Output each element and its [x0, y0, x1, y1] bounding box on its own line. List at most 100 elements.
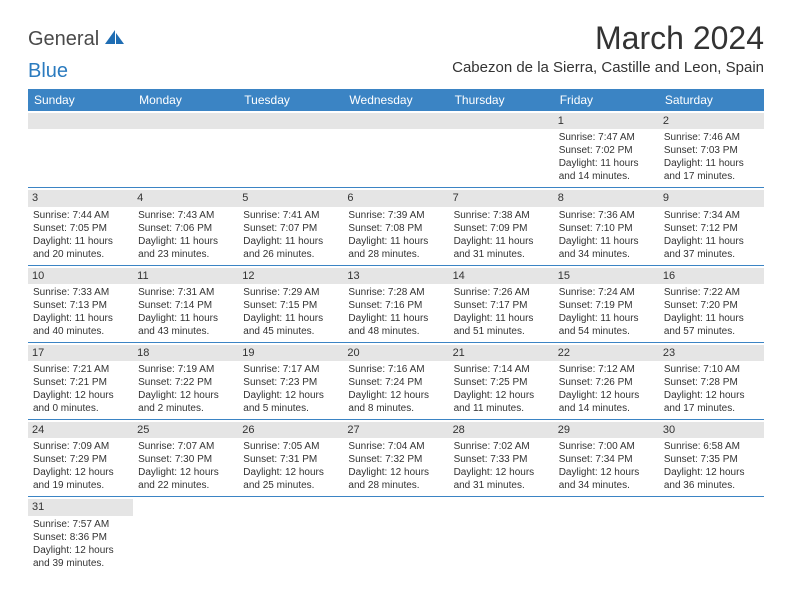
- day-info-line: Sunset: 7:32 PM: [348, 453, 443, 466]
- calendar-day-cell: 14Sunrise: 7:26 AMSunset: 7:17 PMDayligh…: [449, 265, 554, 342]
- calendar-day-cell: 18 Sunrise: 7:19 AMSunset: 7:22 PMDayligh…: [133, 342, 238, 419]
- day-info-line: Sunset: 7:02 PM: [559, 144, 654, 157]
- day-number: 16: [659, 268, 764, 284]
- day-number: 13: [343, 268, 448, 284]
- day-info-line: Sunrise: 7:00 AM: [559, 440, 654, 453]
- calendar-day-cell: 27Sunrise: 7:04 AMSunset: 7:32 PMDayligh…: [343, 420, 448, 497]
- day-number: 8: [554, 190, 659, 206]
- day-info-line: and 17 minutes.: [664, 170, 759, 183]
- day-info-line: Sunset: 7:21 PM: [33, 376, 128, 389]
- day-info-line: Sunrise: 7:14 AM: [454, 363, 549, 376]
- calendar-day-cell: 3Sunrise: 7:44 AMSunset: 7:05 PMDaylight…: [28, 188, 133, 265]
- calendar-day-cell: 5Sunrise: 7:41 AMSunset: 7:07 PMDaylight…: [238, 188, 343, 265]
- day-info-line: and 11 minutes.: [454, 402, 549, 415]
- day-info-line: Sunset: 7:34 PM: [559, 453, 654, 466]
- calendar-day-cell: 19Sunrise: 7:17 AMSunset: 7:23 PMDayligh…: [238, 342, 343, 419]
- day-number: [343, 113, 448, 129]
- day-number: 1: [554, 113, 659, 129]
- day-info-line: and 23 minutes.: [138, 248, 233, 261]
- day-info-line: Sunset: 7:20 PM: [664, 299, 759, 312]
- day-info-line: Daylight: 11 hours: [454, 312, 549, 325]
- day-info-line: Daylight: 11 hours: [559, 157, 654, 170]
- day-info-line: Sunrise: 7:04 AM: [348, 440, 443, 453]
- day-number: [238, 113, 343, 129]
- day-number: 9: [659, 190, 764, 206]
- day-info-line: and 48 minutes.: [348, 325, 443, 338]
- day-info-line: Sunrise: 7:19 AM: [138, 363, 233, 376]
- day-number: [133, 113, 238, 129]
- day-number: 15: [554, 268, 659, 284]
- calendar-day-cell: 1Sunrise: 7:47 AMSunset: 7:02 PMDaylight…: [554, 111, 659, 188]
- day-info-line: Sunset: 7:29 PM: [33, 453, 128, 466]
- day-number: 3: [28, 190, 133, 206]
- day-info-line: and 45 minutes.: [243, 325, 338, 338]
- calendar-day-cell: 2Sunrise: 7:46 AMSunset: 7:03 PMDaylight…: [659, 111, 764, 188]
- day-info-line: Sunrise: 7:33 AM: [33, 286, 128, 299]
- day-info-line: Sunset: 7:14 PM: [138, 299, 233, 312]
- day-info-line: Daylight: 12 hours: [33, 466, 128, 479]
- day-info-line: Sunrise: 7:36 AM: [559, 209, 654, 222]
- day-info-line: Sunrise: 7:26 AM: [454, 286, 549, 299]
- day-info-line: Sunrise: 7:44 AM: [33, 209, 128, 222]
- day-info-line: Daylight: 11 hours: [664, 312, 759, 325]
- day-info-line: Daylight: 11 hours: [348, 235, 443, 248]
- day-info-line: Sunrise: 7:22 AM: [664, 286, 759, 299]
- day-info-line: Daylight: 12 hours: [138, 389, 233, 402]
- day-info-line: Sunrise: 7:31 AM: [138, 286, 233, 299]
- day-number: 18: [133, 345, 238, 361]
- day-info-line: and 34 minutes.: [559, 248, 654, 261]
- calendar-day-cell: 31Sunrise: 7:57 AMSunset: 8:36 PMDayligh…: [28, 497, 133, 574]
- day-number: 21: [449, 345, 554, 361]
- calendar-week-row: 10Sunrise: 7:33 AMSunset: 7:13 PMDayligh…: [28, 265, 764, 342]
- calendar-day-cell: 12Sunrise: 7:29 AMSunset: 7:15 PMDayligh…: [238, 265, 343, 342]
- day-info-line: Sunrise: 7:38 AM: [454, 209, 549, 222]
- day-info-line: Daylight: 11 hours: [243, 312, 338, 325]
- month-title: March 2024: [452, 20, 764, 57]
- day-info-line: Sunrise: 7:10 AM: [664, 363, 759, 376]
- day-number: 14: [449, 268, 554, 284]
- weekday-header: Sunday: [28, 89, 133, 111]
- day-info-line: Sunset: 7:09 PM: [454, 222, 549, 235]
- calendar-day-cell: 6Sunrise: 7:39 AMSunset: 7:08 PMDaylight…: [343, 188, 448, 265]
- calendar-table: Sunday Monday Tuesday Wednesday Thursday…: [28, 89, 764, 574]
- day-info-line: Sunset: 7:15 PM: [243, 299, 338, 312]
- day-info-line: Sunrise: 7:41 AM: [243, 209, 338, 222]
- day-info-line: Sunrise: 7:09 AM: [33, 440, 128, 453]
- calendar-day-cell: [238, 111, 343, 188]
- day-info-line: Daylight: 12 hours: [559, 389, 654, 402]
- day-number: [343, 499, 448, 514]
- day-info-line: Daylight: 11 hours: [559, 312, 654, 325]
- calendar-day-cell: 28Sunrise: 7:02 AMSunset: 7:33 PMDayligh…: [449, 420, 554, 497]
- day-info-line: Daylight: 11 hours: [33, 235, 128, 248]
- day-number: 27: [343, 422, 448, 438]
- day-info-line: Sunset: 7:22 PM: [138, 376, 233, 389]
- day-info-line: and 19 minutes.: [33, 479, 128, 492]
- day-info-line: Sunset: 7:08 PM: [348, 222, 443, 235]
- day-number: 24: [28, 422, 133, 438]
- day-info-line: and 17 minutes.: [664, 402, 759, 415]
- day-info-line: Sunset: 7:03 PM: [664, 144, 759, 157]
- day-info-line: Sunrise: 7:21 AM: [33, 363, 128, 376]
- day-number: [659, 499, 764, 514]
- day-info-line: and 5 minutes.: [243, 402, 338, 415]
- day-info-line: and 40 minutes.: [33, 325, 128, 338]
- day-number: [449, 113, 554, 129]
- day-number: 7: [449, 190, 554, 206]
- calendar-day-cell: 24 Sunrise: 7:09 AMSunset: 7:29 PMDayligh…: [28, 420, 133, 497]
- day-info-line: and 37 minutes.: [664, 248, 759, 261]
- day-info-line: and 39 minutes.: [33, 557, 128, 570]
- day-number: 4: [133, 190, 238, 206]
- day-info-line: Sunset: 7:35 PM: [664, 453, 759, 466]
- day-info-line: Sunrise: 6:58 AM: [664, 440, 759, 453]
- day-number: 19: [238, 345, 343, 361]
- day-info-line: Sunrise: 7:46 AM: [664, 131, 759, 144]
- day-info-line: and 8 minutes.: [348, 402, 443, 415]
- day-number: 17: [28, 345, 133, 361]
- day-info-line: Daylight: 12 hours: [138, 466, 233, 479]
- day-info-line: Daylight: 11 hours: [138, 235, 233, 248]
- calendar-day-cell: 8Sunrise: 7:36 AMSunset: 7:10 PMDaylight…: [554, 188, 659, 265]
- day-info-line: Daylight: 11 hours: [664, 157, 759, 170]
- day-info-line: Sunrise: 7:02 AM: [454, 440, 549, 453]
- day-info-line: Sunrise: 7:12 AM: [559, 363, 654, 376]
- day-number: [28, 113, 133, 129]
